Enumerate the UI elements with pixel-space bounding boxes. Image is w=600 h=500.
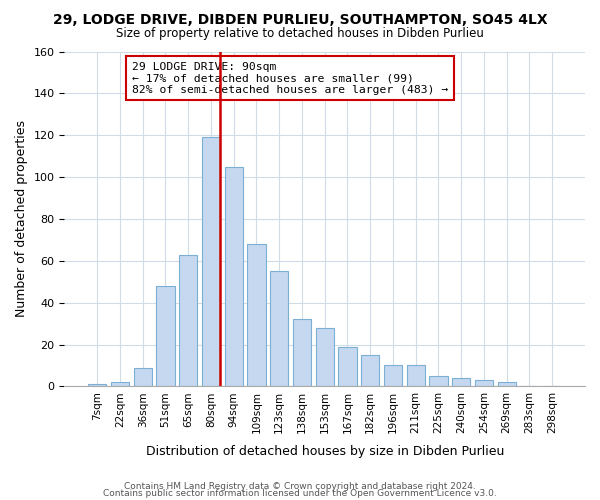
- Bar: [338, 346, 356, 387]
- Bar: [247, 244, 266, 386]
- Text: 29 LODGE DRIVE: 90sqm
← 17% of detached houses are smaller (99)
82% of semi-deta: 29 LODGE DRIVE: 90sqm ← 17% of detached …: [132, 62, 448, 94]
- Bar: [361, 355, 379, 386]
- Y-axis label: Number of detached properties: Number of detached properties: [15, 120, 28, 318]
- Text: Contains HM Land Registry data © Crown copyright and database right 2024.: Contains HM Land Registry data © Crown c…: [124, 482, 476, 491]
- Bar: [293, 320, 311, 386]
- Bar: [452, 378, 470, 386]
- Bar: [202, 138, 220, 386]
- Bar: [157, 286, 175, 386]
- Bar: [497, 382, 516, 386]
- Text: 29, LODGE DRIVE, DIBDEN PURLIEU, SOUTHAMPTON, SO45 4LX: 29, LODGE DRIVE, DIBDEN PURLIEU, SOUTHAM…: [53, 12, 547, 26]
- Bar: [179, 254, 197, 386]
- Bar: [88, 384, 106, 386]
- Bar: [270, 272, 288, 386]
- Bar: [407, 366, 425, 386]
- Bar: [430, 376, 448, 386]
- X-axis label: Distribution of detached houses by size in Dibden Purlieu: Distribution of detached houses by size …: [146, 444, 504, 458]
- Text: Size of property relative to detached houses in Dibden Purlieu: Size of property relative to detached ho…: [116, 28, 484, 40]
- Bar: [475, 380, 493, 386]
- Bar: [111, 382, 129, 386]
- Bar: [384, 366, 402, 386]
- Bar: [224, 166, 243, 386]
- Bar: [316, 328, 334, 386]
- Bar: [134, 368, 152, 386]
- Text: Contains public sector information licensed under the Open Government Licence v3: Contains public sector information licen…: [103, 489, 497, 498]
